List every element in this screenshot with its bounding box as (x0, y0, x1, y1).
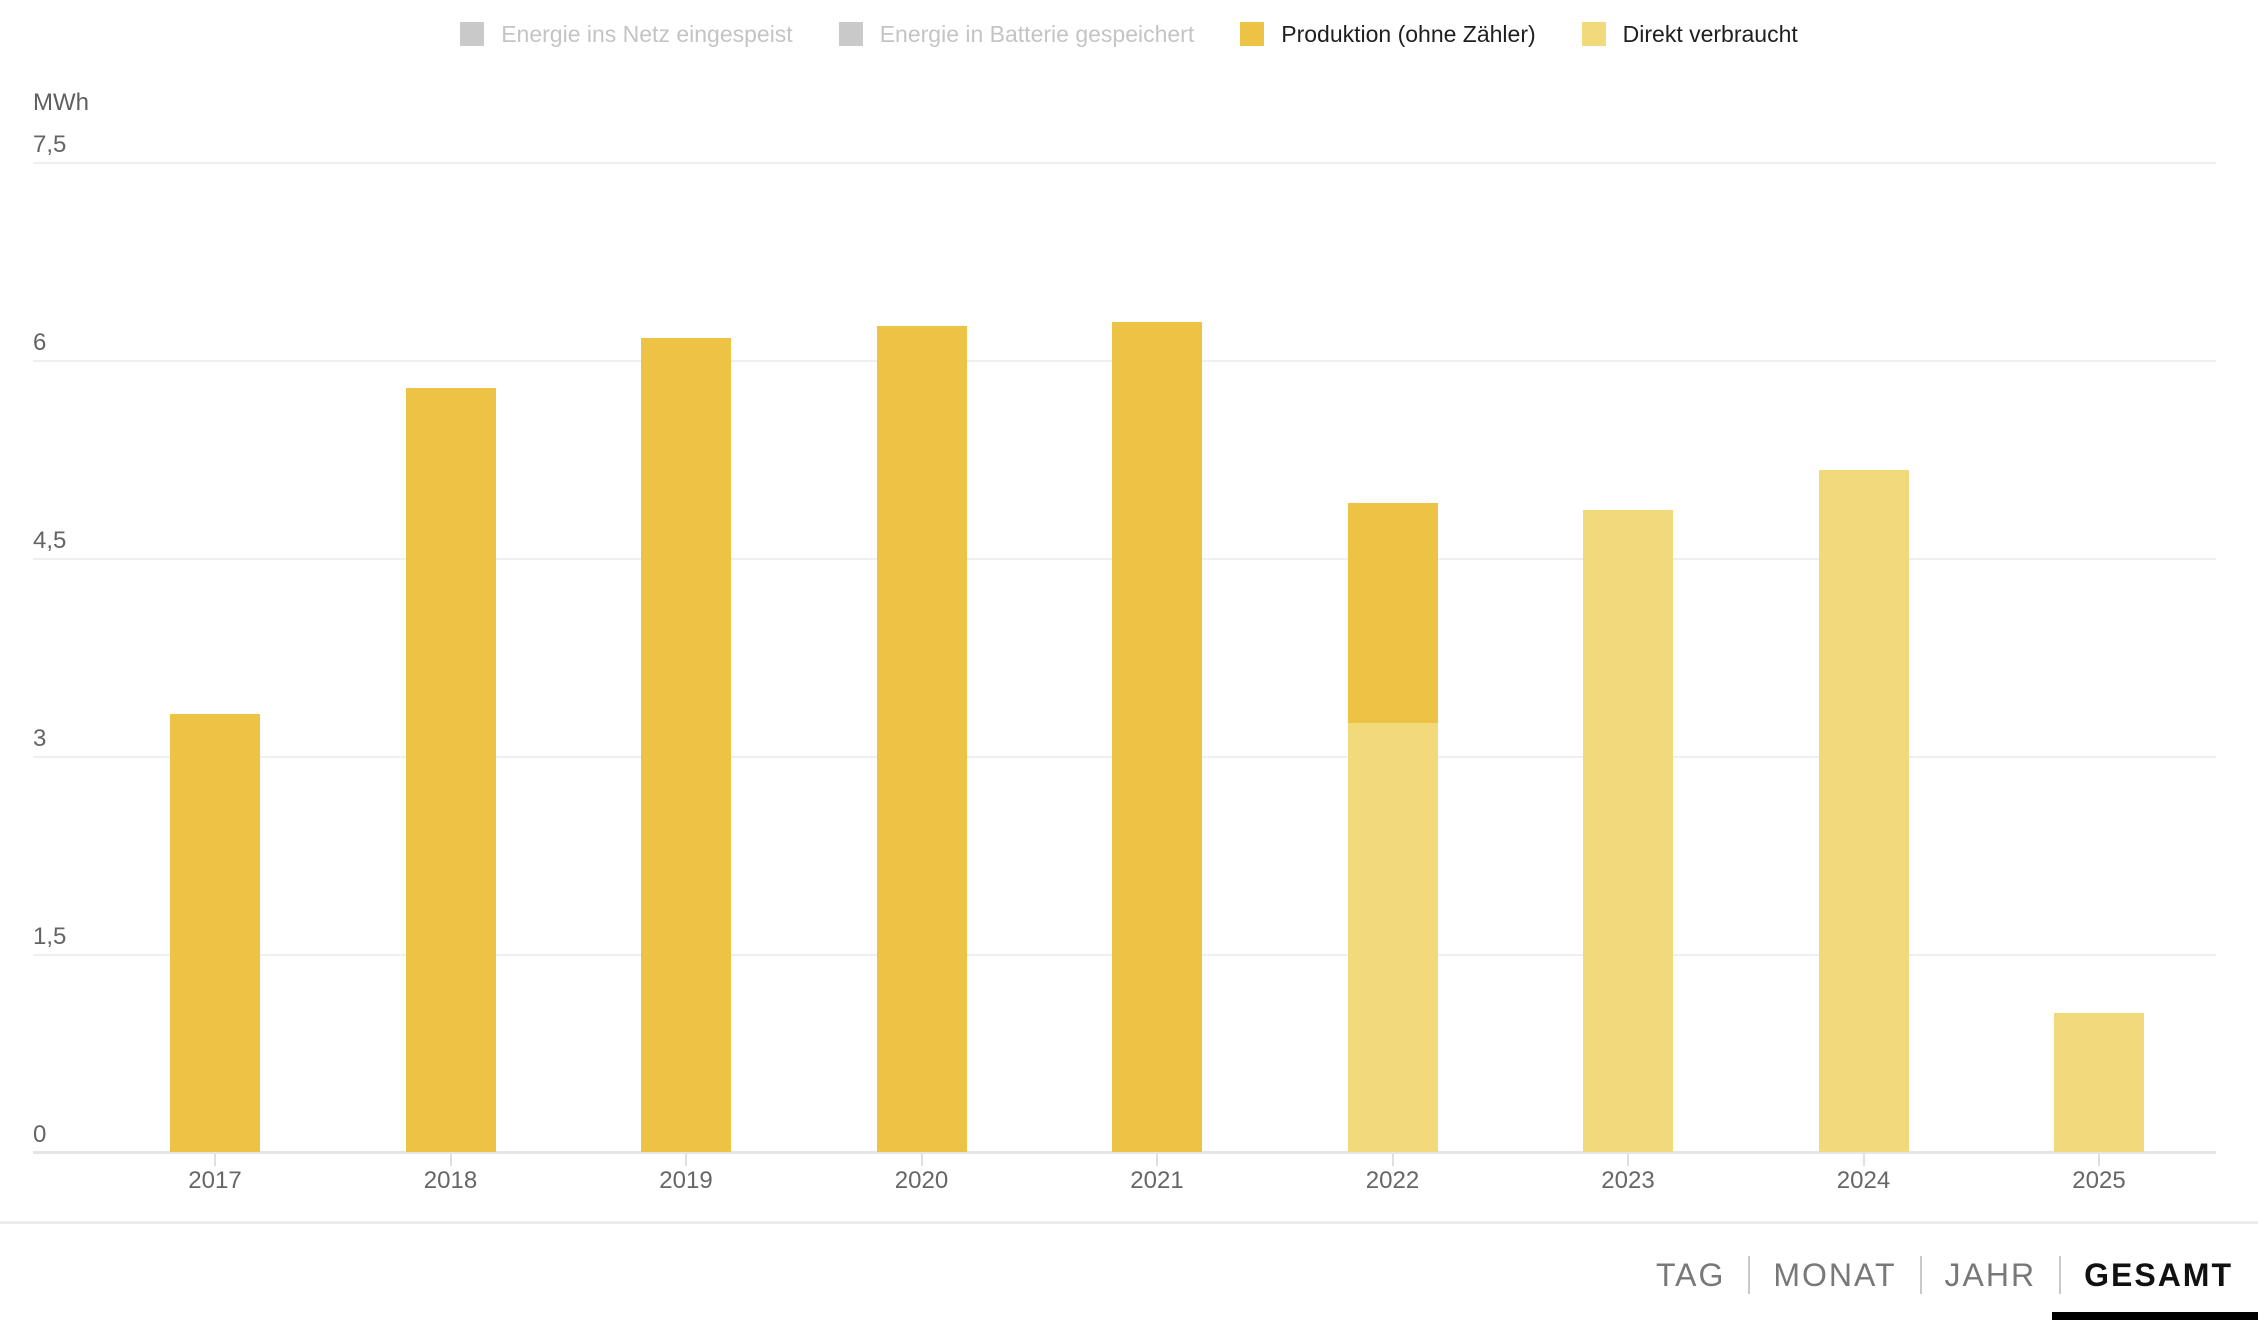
tab-separator (1748, 1256, 1751, 1294)
legend-swatch-icon (1240, 22, 1265, 46)
tab-gesamt[interactable]: GESAMT (2084, 1256, 2233, 1293)
y-tick-label-4-5: 4,5 (33, 527, 67, 554)
legend-item-label: Produktion (ohne Zähler) (1281, 21, 1536, 47)
tab-separator (2059, 1256, 2062, 1294)
x-tick-label-2022: 2022 (1365, 1167, 1420, 1194)
x-tick-label-2017: 2017 (188, 1167, 242, 1194)
x-tick-label-2025: 2025 (2072, 1167, 2126, 1194)
x-tick-2019 (685, 1154, 687, 1166)
bar-2017-produktion-ohne-z-hler[interactable] (170, 713, 260, 1152)
legend-item-energie-ins-netz-eingespeist[interactable]: Energie ins Netz eingespeist (460, 20, 793, 48)
bar-2023-direkt-verbraucht[interactable] (1583, 510, 1673, 1152)
legend-swatch-icon (460, 22, 485, 46)
bar-2020-produktion-ohne-z-hler[interactable] (876, 325, 967, 1152)
period-tab-bar: TAG MONAT JAHR GESAMT (1633, 1253, 2233, 1297)
bottom-right-cutoff-bar (2052, 1312, 2258, 1320)
y-tick-label-3: 3 (33, 725, 47, 752)
x-axis-baseline (33, 1151, 2216, 1154)
x-tick-label-2023: 2023 (1601, 1167, 1655, 1194)
x-tick-label-2020: 2020 (894, 1167, 949, 1194)
x-tick-2025 (2098, 1154, 2100, 1166)
bar-2022-produktion-ohne-z-hler[interactable] (1347, 502, 1438, 723)
y-axis-unit-label: MWh (33, 89, 89, 116)
legend-item-label: Direkt verbraucht (1622, 21, 1798, 47)
bar-2019-produktion-ohne-z-hler[interactable] (641, 337, 731, 1152)
y-tick-label-1-5: 1,5 (33, 923, 67, 950)
bar-2024-direkt-verbraucht[interactable] (1818, 469, 1909, 1152)
tab-jahr[interactable]: JAHR (1944, 1256, 2037, 1293)
tab-monat[interactable]: MONAT (1773, 1256, 1897, 1293)
legend-item-produktion-ohne-z-hler[interactable]: Produktion (ohne Zähler) (1240, 20, 1536, 48)
x-tick-2017 (214, 1154, 216, 1166)
x-tick-2024 (1862, 1154, 1865, 1166)
x-tick-label-2019: 2019 (659, 1167, 713, 1194)
gridline-7-5 (33, 162, 2216, 164)
x-tick-label-2021: 2021 (1130, 1167, 1184, 1194)
x-tick-label-2018: 2018 (423, 1167, 478, 1194)
x-tick-2022 (1391, 1154, 1394, 1166)
bar-2021-produktion-ohne-z-hler[interactable] (1112, 321, 1202, 1152)
bar-2022-direkt-verbraucht[interactable] (1347, 723, 1438, 1152)
legend-item-label: Energie ins Netz eingespeist (501, 21, 793, 47)
y-tick-label-6: 6 (33, 329, 47, 356)
x-tick-label-2024: 2024 (1836, 1167, 1891, 1194)
tab-separator (1919, 1256, 1922, 1294)
legend-swatch-icon (1581, 22, 1606, 46)
x-tick-2020 (920, 1154, 923, 1166)
x-tick-2018 (449, 1154, 452, 1166)
bar-2025-direkt-verbraucht[interactable] (2054, 1013, 2144, 1152)
y-tick-label-0: 0 (33, 1121, 47, 1148)
y-tick-label-7-5: 7,5 (33, 131, 67, 158)
legend-item-label: Energie in Batterie gespeichert (879, 21, 1195, 47)
bar-2018-produktion-ohne-z-hler[interactable] (405, 387, 496, 1152)
legend-item-energie-in-batterie-gespeichert[interactable]: Energie in Batterie gespeichert (838, 20, 1195, 48)
x-tick-2023 (1627, 1154, 1629, 1166)
tab-tag[interactable]: TAG (1655, 1256, 1726, 1293)
x-tick-2021 (1156, 1154, 1158, 1166)
legend-swatch-icon (838, 22, 863, 46)
legend-item-direkt-verbraucht[interactable]: Direkt verbraucht (1581, 20, 1798, 48)
chart-legend: Energie ins Netz eingespeist Energie in B… (0, 19, 2258, 49)
footer-divider (0, 1221, 2258, 1224)
